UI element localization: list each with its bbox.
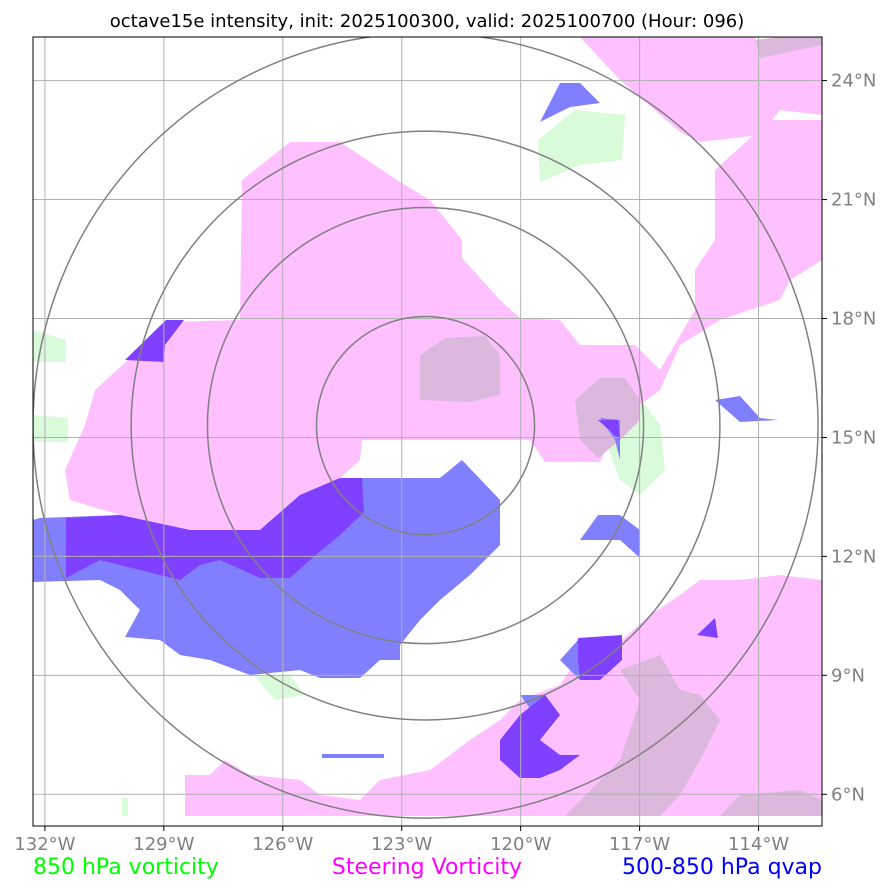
longitude-ticks: 132°W 129°W 126°W 123°W 120°W 117°W 114°W: [14, 826, 789, 855]
vorticity-850-patch: [33, 330, 66, 362]
y-tick-label: 18°N: [831, 309, 876, 330]
qvap-patch: [540, 83, 600, 122]
y-tick-label: 6°N: [831, 784, 865, 805]
overlap-purple-layer: [66, 320, 718, 778]
overlap-purple-patch: [66, 478, 364, 580]
x-tick-label: 126°W: [252, 834, 313, 855]
y-tick-label: 24°N: [831, 71, 876, 92]
range-ring: [33, 37, 819, 819]
range-ring: [206, 206, 645, 645]
range-rings: [33, 37, 819, 819]
overlap-purple-patch: [578, 635, 622, 680]
overlap-purple-patch: [125, 320, 184, 362]
y-tick-label: 9°N: [831, 665, 865, 686]
overlap-purple-patch: [697, 618, 718, 638]
overlap-grey-patch: [575, 378, 640, 458]
y-tick-label: 21°N: [831, 190, 876, 211]
latitude-ticks: 24°N 21°N 18°N 15°N 12°N 9°N 6°N: [822, 71, 876, 805]
map-plot-area: [33, 37, 822, 826]
graticule: [33, 37, 822, 826]
x-tick-label: 129°W: [133, 834, 194, 855]
x-tick-label: 117°W: [609, 834, 670, 855]
figure-title: octave15e intensity, init: 2025100300, v…: [110, 11, 745, 32]
legend-qvap: 500-850 hPa qvap: [622, 855, 822, 880]
qvap-patch: [322, 754, 384, 758]
x-tick-label: 132°W: [14, 834, 75, 855]
x-tick-label: 123°W: [371, 834, 432, 855]
overlap-grey-layer: [420, 37, 822, 816]
steering-vorticity-patch: [65, 120, 822, 530]
legend: 850 hPa vorticity Steering Vorticity 500…: [33, 855, 822, 880]
overlap-purple-patch: [598, 420, 620, 440]
overlap-grey-patch: [420, 336, 500, 402]
vorticity-850-patch: [255, 676, 305, 700]
vorticity-850-patch: [122, 798, 128, 816]
range-ring: [130, 130, 721, 721]
x-tick-label: 120°W: [490, 834, 551, 855]
steering-vorticity-patch: [580, 37, 822, 142]
y-tick-label: 12°N: [831, 546, 876, 567]
overlap-purple-patch: [500, 695, 580, 778]
y-tick-label: 15°N: [831, 427, 876, 448]
map-frame: [32, 36, 823, 827]
overlap-grey-patch: [755, 37, 822, 58]
x-tick-label: 114°W: [728, 834, 789, 855]
overlap-grey-patch: [720, 790, 822, 816]
vorticity-850-patch: [33, 415, 68, 442]
legend-steering-vorticity: Steering Vorticity: [332, 855, 522, 880]
range-ring: [315, 315, 536, 536]
overlap-grey-patch: [565, 655, 720, 816]
qvap-patch: [715, 396, 778, 422]
qvap-patch: [580, 515, 640, 558]
legend-850-vorticity: 850 hPa vorticity: [33, 855, 219, 880]
